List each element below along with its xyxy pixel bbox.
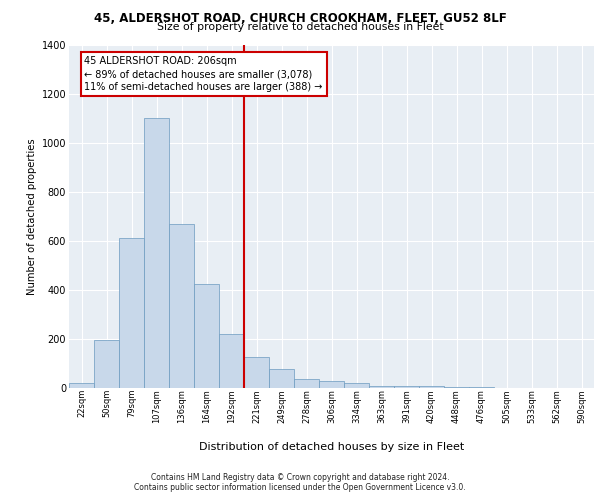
Bar: [319, 382, 344, 388]
Y-axis label: Number of detached properties: Number of detached properties: [28, 138, 37, 294]
Bar: [344, 383, 369, 388]
Bar: [69, 383, 94, 388]
Bar: [244, 357, 269, 388]
Bar: [419, 386, 444, 388]
Text: Size of property relative to detached houses in Fleet: Size of property relative to detached ho…: [157, 22, 443, 32]
Text: Distribution of detached houses by size in Fleet: Distribution of detached houses by size …: [199, 442, 464, 452]
Bar: [219, 334, 244, 388]
Bar: [369, 386, 394, 388]
Text: Contains HM Land Registry data © Crown copyright and database right 2024.
Contai: Contains HM Land Registry data © Crown c…: [134, 473, 466, 492]
Bar: [294, 379, 319, 388]
Bar: [394, 386, 419, 388]
Text: 45, ALDERSHOT ROAD, CHURCH CROOKHAM, FLEET, GU52 8LF: 45, ALDERSHOT ROAD, CHURCH CROOKHAM, FLE…: [94, 12, 506, 26]
Text: 45 ALDERSHOT ROAD: 206sqm
← 89% of detached houses are smaller (3,078)
11% of se: 45 ALDERSHOT ROAD: 206sqm ← 89% of detac…: [85, 56, 323, 92]
Bar: [269, 369, 294, 388]
Bar: [194, 284, 219, 388]
Bar: [119, 238, 144, 388]
Bar: [169, 224, 194, 388]
Bar: [94, 340, 119, 388]
Bar: [144, 118, 169, 388]
